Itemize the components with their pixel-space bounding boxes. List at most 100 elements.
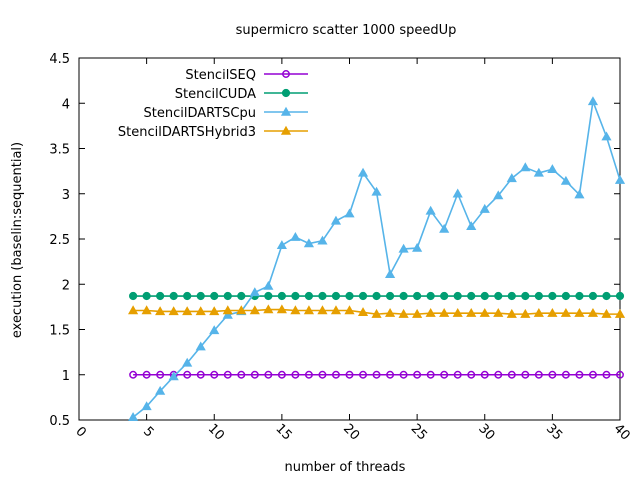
chart-title: supermicro scatter 1000 speedUp xyxy=(236,23,457,38)
data-point xyxy=(303,305,315,315)
data-point xyxy=(276,240,287,250)
x-tick-label: 25 xyxy=(408,421,430,443)
data-point xyxy=(142,291,151,301)
data-point xyxy=(128,412,139,421)
data-point xyxy=(399,370,408,379)
x-tick-label: 30 xyxy=(475,421,497,443)
x-tick-label: 5 xyxy=(140,424,156,440)
data-point xyxy=(399,291,408,301)
data-point xyxy=(249,287,260,297)
x-tick-label: 0 xyxy=(72,424,88,440)
data-point xyxy=(317,305,328,315)
data-point xyxy=(318,370,327,379)
data-point xyxy=(534,370,543,379)
data-point xyxy=(129,291,138,301)
data-point xyxy=(614,308,626,318)
series-StencilDARTSCpu xyxy=(128,96,626,421)
data-point xyxy=(480,370,489,379)
data-point xyxy=(250,370,259,379)
data-point xyxy=(168,306,179,316)
data-point xyxy=(155,306,166,316)
data-point xyxy=(183,370,192,379)
data-point xyxy=(210,291,219,301)
series-line xyxy=(132,98,621,418)
data-point xyxy=(547,164,558,174)
data-point xyxy=(290,305,301,315)
data-point xyxy=(291,370,300,379)
data-point xyxy=(426,291,435,301)
data-point xyxy=(196,291,205,301)
data-point xyxy=(479,203,490,213)
y-tick-label: 4 xyxy=(62,97,70,112)
data-point xyxy=(453,370,462,379)
data-point xyxy=(263,280,274,290)
y-axis-label: execution (baselin:sequential) xyxy=(10,142,25,338)
data-point xyxy=(602,370,611,379)
data-point xyxy=(589,370,597,379)
data-point xyxy=(615,291,625,301)
data-point xyxy=(141,401,152,411)
data-point xyxy=(223,291,232,301)
x-axis-label: number of threads xyxy=(285,460,406,475)
data-point xyxy=(521,370,530,379)
legend-marker xyxy=(280,106,292,116)
legend-marker xyxy=(282,70,290,78)
data-point xyxy=(561,370,570,379)
data-point xyxy=(412,308,423,318)
data-point xyxy=(520,308,531,318)
data-point xyxy=(359,370,367,379)
data-point xyxy=(466,308,477,317)
data-point xyxy=(264,291,273,301)
data-point xyxy=(425,308,436,317)
data-point xyxy=(223,370,232,379)
data-point xyxy=(453,291,462,301)
data-point xyxy=(452,188,463,198)
data-point xyxy=(384,308,396,317)
data-point xyxy=(318,291,327,301)
data-point xyxy=(195,306,206,316)
legend-label: StencilCUDA xyxy=(175,87,256,102)
data-point xyxy=(330,215,342,225)
series-layer xyxy=(128,96,626,421)
data-point xyxy=(169,291,178,301)
data-point xyxy=(413,370,422,379)
data-point xyxy=(506,308,517,318)
data-point xyxy=(331,291,341,301)
x-tick-label: 15 xyxy=(272,421,294,443)
series-StencilDARTSHybrid3 xyxy=(128,304,626,318)
data-point xyxy=(493,190,504,200)
data-point xyxy=(479,308,490,317)
legend: StencilSEQ StencilCUDA StencilDARTSCpu Sten… xyxy=(118,68,308,140)
data-point xyxy=(344,208,355,218)
data-point xyxy=(494,291,503,301)
data-point xyxy=(386,370,395,379)
y-tick-label: 1 xyxy=(62,369,70,384)
x-tick-label: 10 xyxy=(205,421,227,443)
data-point xyxy=(330,305,342,315)
data-point xyxy=(209,306,220,316)
data-point xyxy=(155,385,166,395)
data-point xyxy=(493,308,504,317)
data-point xyxy=(521,291,530,301)
data-point xyxy=(372,291,381,301)
data-point xyxy=(439,308,450,317)
data-point xyxy=(156,370,165,379)
data-point xyxy=(587,96,599,106)
data-point xyxy=(304,291,314,301)
data-point xyxy=(304,370,313,379)
data-point xyxy=(237,370,246,379)
data-point xyxy=(290,231,301,241)
data-point xyxy=(182,306,193,316)
data-point xyxy=(398,243,409,253)
data-point xyxy=(371,308,382,318)
data-point xyxy=(141,305,152,315)
data-point xyxy=(480,291,489,301)
data-point xyxy=(156,291,165,301)
data-point xyxy=(575,291,584,301)
legend-marker xyxy=(281,88,291,98)
data-point xyxy=(357,307,369,317)
data-point xyxy=(466,221,477,231)
data-point xyxy=(574,189,585,199)
data-point xyxy=(317,235,328,245)
y-axis-ticks: 0.5 1 1.5 2 2.5 3 3.5 4 4.5 xyxy=(49,52,620,429)
